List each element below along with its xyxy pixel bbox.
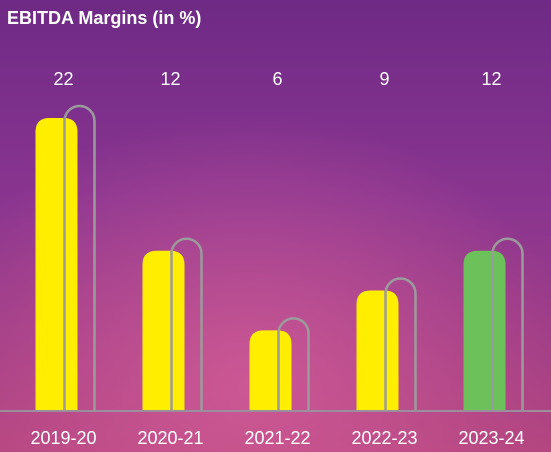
bar: [356, 290, 399, 410]
value-label: 9: [379, 69, 389, 89]
chart-title: EBITDA Margins (in %): [7, 8, 201, 28]
bar-outline: [63, 104, 96, 410]
bar: [142, 250, 185, 410]
bar-outline: [384, 277, 417, 410]
bar-outline: [277, 317, 310, 410]
value-label: 12: [481, 69, 501, 89]
bar: [35, 118, 78, 410]
x-tick-label: 2020-21: [137, 428, 203, 448]
value-label: 6: [272, 69, 282, 89]
x-tick-label: 2023-24: [458, 428, 524, 448]
bar: [463, 250, 506, 410]
x-tick-label: 2021-22: [244, 428, 310, 448]
bar-outline: [491, 237, 524, 410]
value-label: 22: [53, 69, 73, 89]
x-tick-label: 2022-23: [351, 428, 417, 448]
x-tick-label: 2019-20: [30, 428, 96, 448]
bar: [249, 330, 292, 410]
bar-outline: [170, 237, 203, 410]
value-label: 12: [160, 69, 180, 89]
